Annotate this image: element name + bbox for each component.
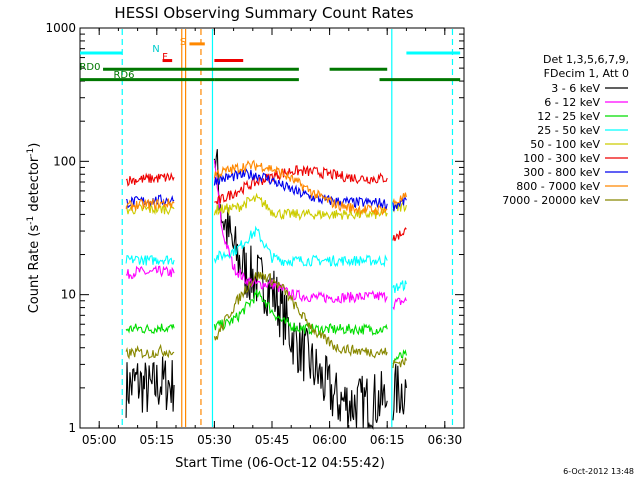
legend-label-3: 25 - 50 keV — [537, 124, 600, 137]
y-axis-label-sup1: -1 — [26, 216, 36, 225]
y-axis-label-sup2: -1 — [26, 148, 36, 157]
y-axis-label-mid: detector — [27, 156, 42, 216]
series-5-segment-0 — [125, 171, 175, 187]
series-3-segment-2 — [392, 280, 407, 293]
series-1-segment-0 — [125, 265, 175, 280]
x-tick-label-0: 05:00 — [82, 433, 117, 447]
series-6-segment-1 — [213, 167, 388, 210]
flag-bars — [80, 42, 461, 82]
series-1-segment-1 — [213, 159, 388, 304]
series-4-segment-0 — [125, 203, 175, 216]
series-3-segment-0 — [125, 254, 175, 266]
legend-title-1: Det 1,3,5,6,7,9, — [543, 53, 629, 66]
legend: Det 1,3,5,6,7,9, FDecim 1, Att 0 3 - 6 k… — [502, 53, 629, 207]
x-tick-label-2: 05:30 — [197, 433, 232, 447]
series-5-segment-1 — [214, 164, 388, 205]
series-7-segment-1 — [213, 159, 388, 217]
legend-label-0: 3 - 6 keV — [551, 82, 600, 95]
series-1 — [125, 159, 407, 311]
series-1-segment-2 — [392, 296, 407, 311]
flag-label-4: RD6 — [113, 70, 134, 81]
flag-label-2: F — [162, 52, 168, 63]
legend-label-6: 300 - 800 keV — [523, 166, 600, 179]
series-0-segment-2 — [392, 363, 407, 421]
y-tick-label-3: 1000 — [45, 21, 76, 35]
series-7-segment-2 — [392, 192, 407, 206]
series-8 — [125, 271, 407, 369]
legend-title-2: FDecim 1, Att 0 — [544, 67, 629, 80]
series-6-segment-2 — [392, 195, 407, 212]
flag-label-1: S — [180, 37, 186, 48]
series-0-segment-0 — [125, 356, 175, 418]
series-2-segment-0 — [125, 323, 175, 335]
x-tick-label-5: 06:15 — [370, 433, 405, 447]
x-tick-label-4: 06:00 — [312, 433, 347, 447]
series-layer — [125, 149, 407, 430]
y-tick-label-0: 1 — [68, 421, 76, 435]
y-tick-label-2: 100 — [53, 154, 76, 168]
y-axis-label-main: Count Rate (s — [27, 225, 42, 314]
series-8-segment-2 — [392, 357, 407, 369]
series-4 — [125, 192, 407, 222]
series-7 — [125, 159, 407, 217]
series-2 — [125, 289, 407, 365]
vertical-markers — [121, 29, 454, 427]
legend-label-5: 100 - 300 keV — [523, 152, 600, 165]
footer-timestamp: 6-Oct-2012 13:48 — [563, 467, 634, 476]
y-tick-label-1: 10 — [61, 288, 76, 302]
chart-title: HESSI Observing Summary Count Rates — [114, 4, 413, 22]
legend-label-8: 7000 - 20000 keV — [502, 194, 600, 207]
series-2-segment-1 — [213, 289, 388, 336]
series-5 — [125, 164, 407, 242]
series-2-segment-2 — [392, 348, 407, 365]
legend-label-7: 800 - 7000 keV — [516, 180, 600, 193]
series-0 — [125, 149, 407, 430]
tick-labels: 05:00 05:15 05:30 05:45 06:00 06:15 06:30 1 10 10… — [45, 21, 462, 447]
legend-label-1: 6 - 12 keV — [544, 96, 600, 109]
flag-label-0: N — [152, 44, 159, 55]
series-3-segment-1 — [213, 225, 388, 268]
series-5-segment-2 — [392, 227, 407, 242]
flag-labels: N S F RD0 RD6 — [79, 37, 186, 81]
x-tick-label-3: 05:45 — [255, 433, 290, 447]
series-8-segment-1 — [213, 271, 388, 359]
series-7-segment-0 — [125, 198, 175, 211]
x-tick-label-1: 05:15 — [140, 433, 175, 447]
series-3 — [125, 225, 407, 293]
series-8-segment-0 — [125, 343, 175, 360]
x-axis-label: Start Time (06-Oct-12 04:55:42) — [175, 456, 385, 471]
series-0-segment-1 — [213, 149, 388, 430]
flag-label-3: RD0 — [79, 62, 100, 73]
y-axis-label-end: ) — [27, 143, 42, 148]
y-axis-label: Count Rate (s-1 detector-1) — [26, 143, 42, 314]
legend-label-4: 50 - 100 keV — [530, 138, 600, 151]
legend-label-2: 12 - 25 keV — [537, 110, 600, 123]
x-tick-label-6: 06:30 — [428, 433, 463, 447]
